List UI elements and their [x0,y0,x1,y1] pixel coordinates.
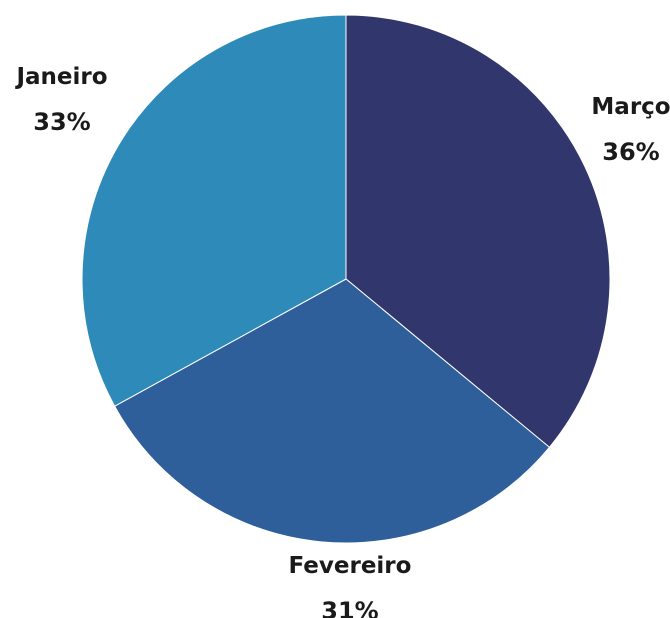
slice-label-marco: Março [591,94,670,120]
pie-slices [81,14,611,544]
slice-value-marco: 36% [602,138,659,166]
slice-label-fevereiro: Fevereiro [289,553,412,579]
slice-value-fevereiro: 31% [321,597,378,618]
pie-labels: Março 36% Fevereiro 31% Janeiro 33% [14,64,670,618]
pie-slice-fevereiro [113,278,551,544]
pie-slice-janeiro [81,14,347,407]
slice-value-janeiro: 33% [33,108,90,136]
pie-slice-marco [345,14,611,448]
slice-label-janeiro: Janeiro [14,64,107,90]
